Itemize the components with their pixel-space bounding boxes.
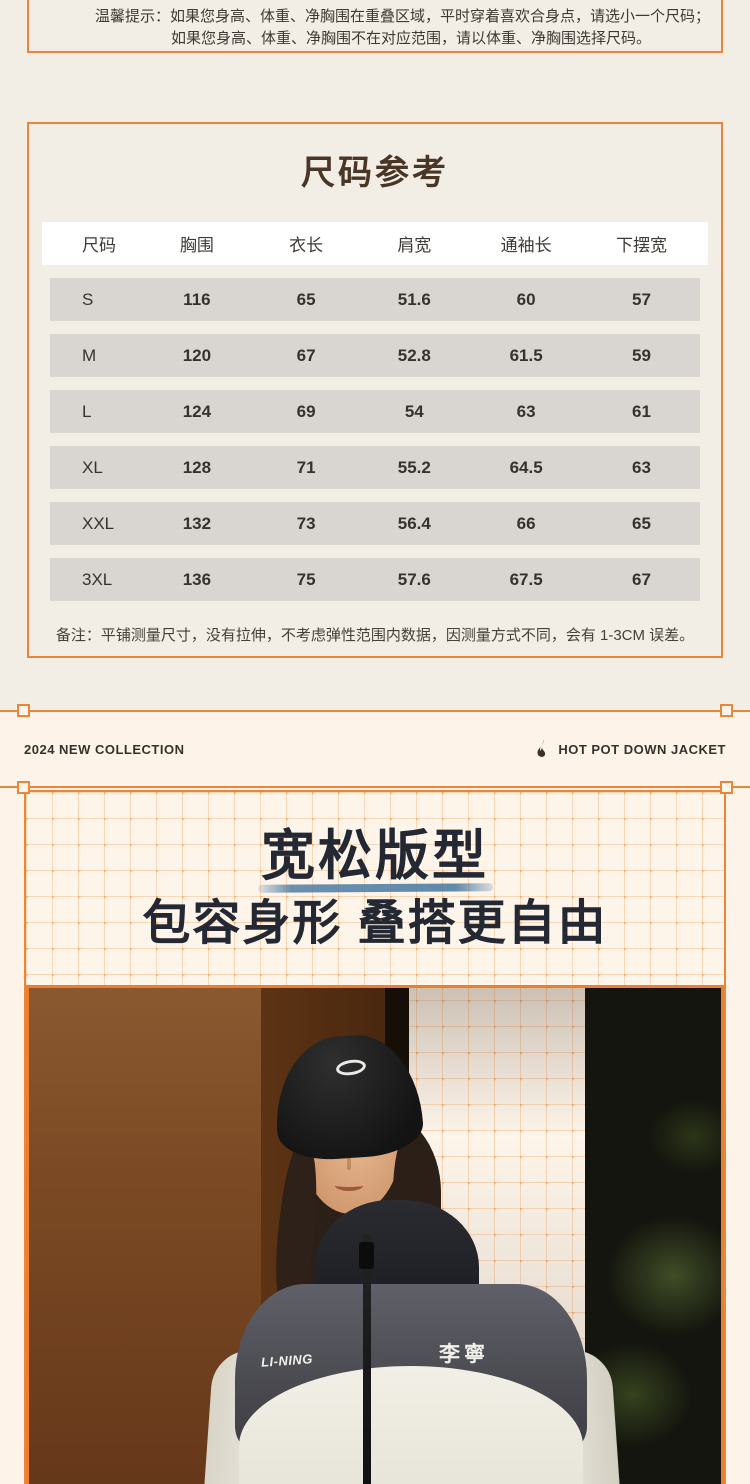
tip-line-1: 如果您身高、体重、净胸围在重叠区域，平时穿着喜欢合身点，请选小一个尺码； [170,8,711,25]
product-tagline: HOT POT DOWN JACKET [558,741,726,757]
cell-value: 124 [182,401,212,421]
cell-value: 73 [296,513,316,533]
cell-value: 63 [632,457,651,477]
cell-value: 64.5 [509,457,543,477]
cell-value: 132 [182,513,212,533]
cell-value: 67 [632,569,651,589]
col-header-hem: 下摆宽 [615,236,667,255]
cell-value: 65 [632,513,651,533]
cell-value: 56.4 [397,513,431,533]
headline-area: 宽松版型 包容身形 叠搭更自由 [26,792,724,985]
cell-value: 57 [632,289,651,309]
jacket-zipper [363,1234,371,1484]
size-table-header: 尺码 胸围 衣长 肩宽 通袖长 下摆宽 [42,222,708,265]
cell-value: 60 [516,289,536,309]
row-size-label: XL [82,457,103,477]
cell-value: 120 [182,345,212,365]
row-size-label: S [82,289,94,309]
feature-section: 宽松版型 包容身形 叠搭更自由 [24,790,726,1484]
banner-right: HOT POT DOWN JACKET [534,739,726,759]
cell-value: 136 [182,569,212,589]
table-row: XL 128 71 55.2 64.5 63 [50,446,700,489]
col-header-shoulder: 肩宽 [397,236,432,255]
cell-value: 54 [404,401,424,421]
cell-value: 66 [516,513,536,533]
cell-value: 55.2 [397,457,431,477]
feature-headline: 宽松版型 [261,826,489,886]
divider-square [720,704,733,717]
row-size-label: XXL [82,513,115,533]
cell-value: 128 [182,457,212,477]
size-chart-title: 尺码参考 [301,154,449,192]
size-tip-box: 温馨提示：如果您身高、体重、净胸围在重叠区域，平时穿着喜欢合身点，请选小一个尺码… [27,0,723,53]
row-size-label: 3XL [82,569,113,589]
divider-square [720,781,733,794]
size-tip-text: 温馨提示：如果您身高、体重、净胸围在重叠区域，平时穿着喜欢合身点，请选小一个尺码… [95,6,721,50]
model-smile [335,1180,363,1191]
cell-value: 63 [516,401,536,421]
cell-value: 116 [183,289,211,309]
feature-subheadline: 包容身形 叠搭更自由 [142,897,608,950]
jacket-body [239,1366,583,1484]
size-chart-section: 尺码参考 尺码 胸围 衣长 肩宽 通袖长 下摆宽 S 116 65 51.6 6… [27,122,723,658]
row-size-label: M [82,345,97,365]
measurement-note: 备注：平铺测量尺寸，没有拉伸，不考虑弹性范围内数据，因测量方式不同，会有 1-3… [55,627,695,644]
table-row: S 116 65 51.6 60 57 [50,278,700,321]
cell-value: 61.5 [509,345,543,365]
cell-value: 69 [296,401,316,421]
brush-underline [257,883,493,893]
tip-label: 温馨提示： [95,8,171,25]
collection-label: 2024 NEW COLLECTION [24,741,185,757]
cell-value: 71 [296,457,316,477]
row-size-label: L [82,401,92,421]
size-table: 尺码 胸围 衣长 肩宽 通袖长 下摆宽 S 116 65 51.6 60 57 … [42,222,708,601]
table-row: L 124 69 54 63 61 [50,390,700,433]
lower-area: 2024 NEW COLLECTION HOT POT DOWN JACKET … [0,710,750,1484]
col-header-length: 衣长 [289,236,324,255]
divider-square [17,781,30,794]
col-header-size: 尺码 [82,236,116,255]
col-header-sleeve: 通袖长 [500,236,552,255]
cell-value: 61 [632,401,651,421]
flame-icon [537,739,546,757]
cell-value: 59 [632,345,651,365]
cell-value: 67 [296,345,316,365]
table-row: 3XL 136 75 57.6 67.5 67 [50,558,700,601]
table-row: XXL 132 73 56.4 66 65 [50,502,700,545]
cell-value: 67.5 [509,569,543,589]
cell-value: 51.6 [397,289,431,309]
zipper-pull [359,1242,374,1269]
divider-square [17,704,30,717]
col-header-chest: 胸围 [179,236,214,255]
cell-value: 52.8 [397,345,431,365]
brand-cn-text: 李寧 [439,1343,489,1366]
table-row: M 120 67 52.8 61.5 59 [50,334,700,377]
model-nose [347,1156,351,1170]
cell-value: 65 [296,289,316,309]
cell-value: 75 [296,569,316,589]
model-photo: LI-NING 李寧 [26,985,724,1484]
collection-banner: 2024 NEW COLLECTION HOT POT DOWN JACKET [0,710,750,788]
tip-line-2: 如果您身高、体重、净胸围不在对应范围，请以体重、净胸围选择尺码。 [171,30,652,47]
cell-value: 57.6 [397,569,431,589]
